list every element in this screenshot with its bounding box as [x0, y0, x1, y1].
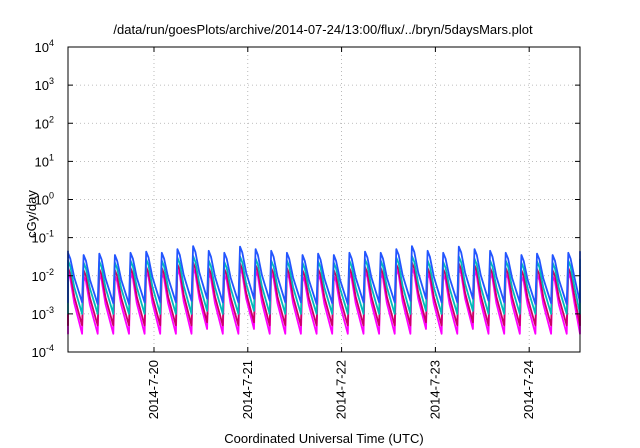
x-tick-label: 2014-7-23	[427, 360, 442, 419]
y-tick-label: 10-4	[32, 343, 54, 360]
x-axis-ticks: 2014-7-20 2014-7-21 2014-7-22 2014-7-23 2014…	[146, 47, 536, 419]
chart-title: /data/run/goesPlots/archive/2014-07-24/1…	[113, 22, 533, 37]
y-tick-label: 10-3	[32, 305, 54, 322]
y-tick-label: 101	[35, 152, 54, 169]
x-axis-label: Coordinated Universal Time (UTC)	[224, 431, 423, 446]
series-line	[67, 245, 581, 305]
x-tick-label: 2014-7-24	[521, 360, 536, 419]
y-axis-label: cGy/day	[24, 190, 39, 238]
x-tick-label: 2014-7-21	[240, 360, 255, 419]
x-tick-label: 2014-7-22	[334, 360, 349, 419]
y-tick-label: 104	[35, 38, 54, 55]
y-tick-label: 103	[35, 76, 54, 93]
y-tick-label: 102	[35, 114, 54, 131]
y-tick-label: 10-2	[32, 267, 54, 284]
series-layer	[67, 245, 581, 335]
x-tick-label: 2014-7-20	[146, 360, 161, 419]
